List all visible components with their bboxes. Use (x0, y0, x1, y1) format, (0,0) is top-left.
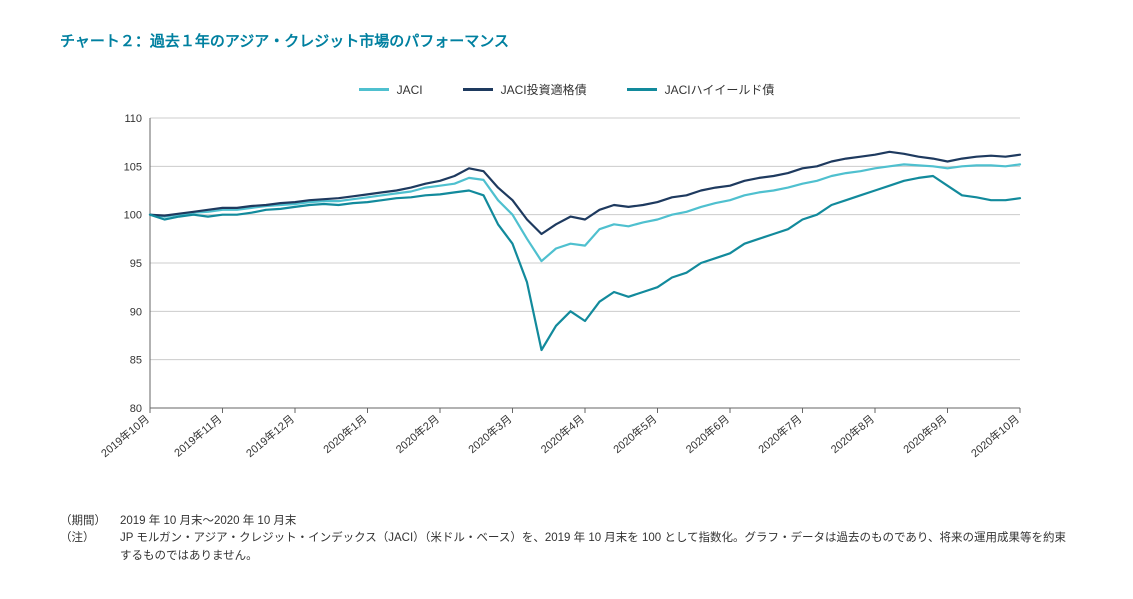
legend-swatch (627, 88, 657, 91)
svg-text:110: 110 (124, 113, 142, 125)
legend-item: JACI投資適格債 (463, 81, 587, 98)
chart-title: チャート２：過去１年のアジア・クレジット市場のパフォーマンス (60, 30, 1073, 51)
legend-swatch (463, 88, 493, 91)
svg-text:90: 90 (130, 306, 142, 318)
legend-swatch (359, 88, 389, 91)
svg-text:2020年6月: 2020年6月 (683, 412, 732, 457)
period-label: （期間） (60, 513, 120, 530)
svg-text:80: 80 (130, 403, 142, 415)
legend-label: JACI (397, 83, 423, 97)
svg-text:95: 95 (130, 258, 142, 270)
legend-label: JACIハイイールド債 (665, 81, 775, 98)
svg-text:2020年8月: 2020年8月 (828, 412, 877, 457)
legend-item: JACIハイイールド債 (627, 81, 775, 98)
note-text: JP モルガン・アジア・クレジット・インデックス（JACI）（米ドル・ベース）を… (120, 530, 1073, 565)
chart-legend: JACI JACI投資適格債 JACIハイイールド債 (60, 81, 1073, 98)
legend-label: JACI投資適格債 (501, 81, 587, 98)
svg-text:2019年12月: 2019年12月 (243, 412, 297, 460)
svg-text:2020年3月: 2020年3月 (465, 412, 514, 457)
period-text: 2019 年 10 月末～2020 年 10 月末 (120, 513, 1073, 530)
svg-text:2020年4月: 2020年4月 (538, 412, 587, 457)
line-chart-svg: 80 85 90 95 100 105 110 2019年10月 2019年11月 2019年12… (100, 108, 1030, 488)
svg-text:2020年9月: 2020年9月 (900, 412, 949, 457)
svg-text:85: 85 (130, 355, 142, 367)
svg-text:2020年7月: 2020年7月 (755, 412, 804, 457)
svg-text:2019年10月: 2019年10月 (100, 412, 152, 460)
svg-text:2020年1月: 2020年1月 (320, 412, 369, 457)
legend-item: JACI (359, 81, 423, 98)
chart-footnotes: （期間） 2019 年 10 月末～2020 年 10 月末 （注） JP モル… (60, 513, 1073, 565)
svg-text:2019年11月: 2019年11月 (171, 412, 224, 460)
svg-text:105: 105 (124, 161, 142, 173)
svg-text:2020年2月: 2020年2月 (393, 412, 442, 457)
svg-text:100: 100 (124, 210, 142, 222)
note-label: （注） (60, 530, 120, 565)
svg-text:2020年5月: 2020年5月 (610, 412, 659, 457)
svg-text:2020年10月: 2020年10月 (968, 412, 1022, 460)
chart-area: 80 85 90 95 100 105 110 2019年10月 2019年11月 2019年12… (100, 108, 1020, 493)
